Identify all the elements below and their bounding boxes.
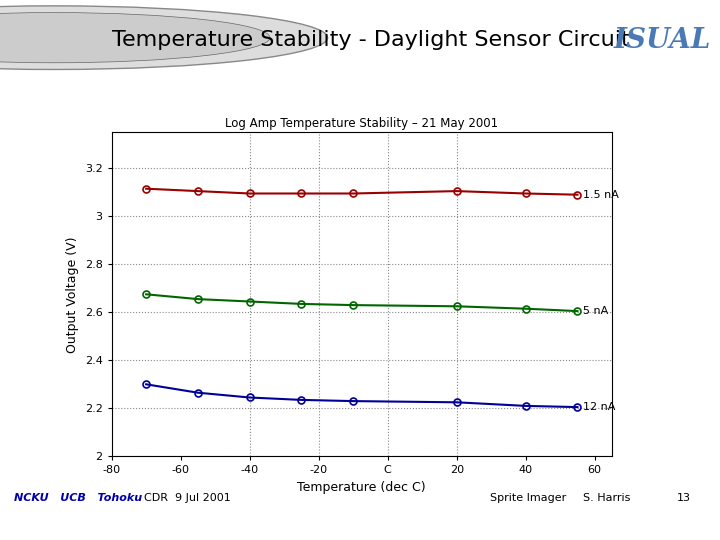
Text: 5 nA: 5 nA bbox=[582, 306, 608, 316]
Circle shape bbox=[0, 6, 328, 70]
Text: 1.5 nA: 1.5 nA bbox=[582, 190, 618, 200]
Y-axis label: Output Voltage (V): Output Voltage (V) bbox=[66, 236, 79, 353]
Text: S. Harris: S. Harris bbox=[583, 493, 631, 503]
Title: Log Amp Temperature Stability – 21 May 2001: Log Amp Temperature Stability – 21 May 2… bbox=[225, 117, 498, 130]
Text: CDR  9 Jul 2001: CDR 9 Jul 2001 bbox=[144, 493, 230, 503]
Text: 12 nA: 12 nA bbox=[582, 402, 615, 412]
Text: 13: 13 bbox=[677, 493, 691, 503]
Circle shape bbox=[0, 12, 270, 63]
Text: ISUAL: ISUAL bbox=[613, 26, 711, 53]
Text: Temperature Stability - Daylight Sensor Circuit: Temperature Stability - Daylight Sensor … bbox=[112, 30, 629, 50]
X-axis label: Temperature (dec C): Temperature (dec C) bbox=[297, 481, 426, 494]
Text: Sprite Imager: Sprite Imager bbox=[490, 493, 566, 503]
Text: NCKU   UCB   Tohoku: NCKU UCB Tohoku bbox=[14, 493, 143, 503]
